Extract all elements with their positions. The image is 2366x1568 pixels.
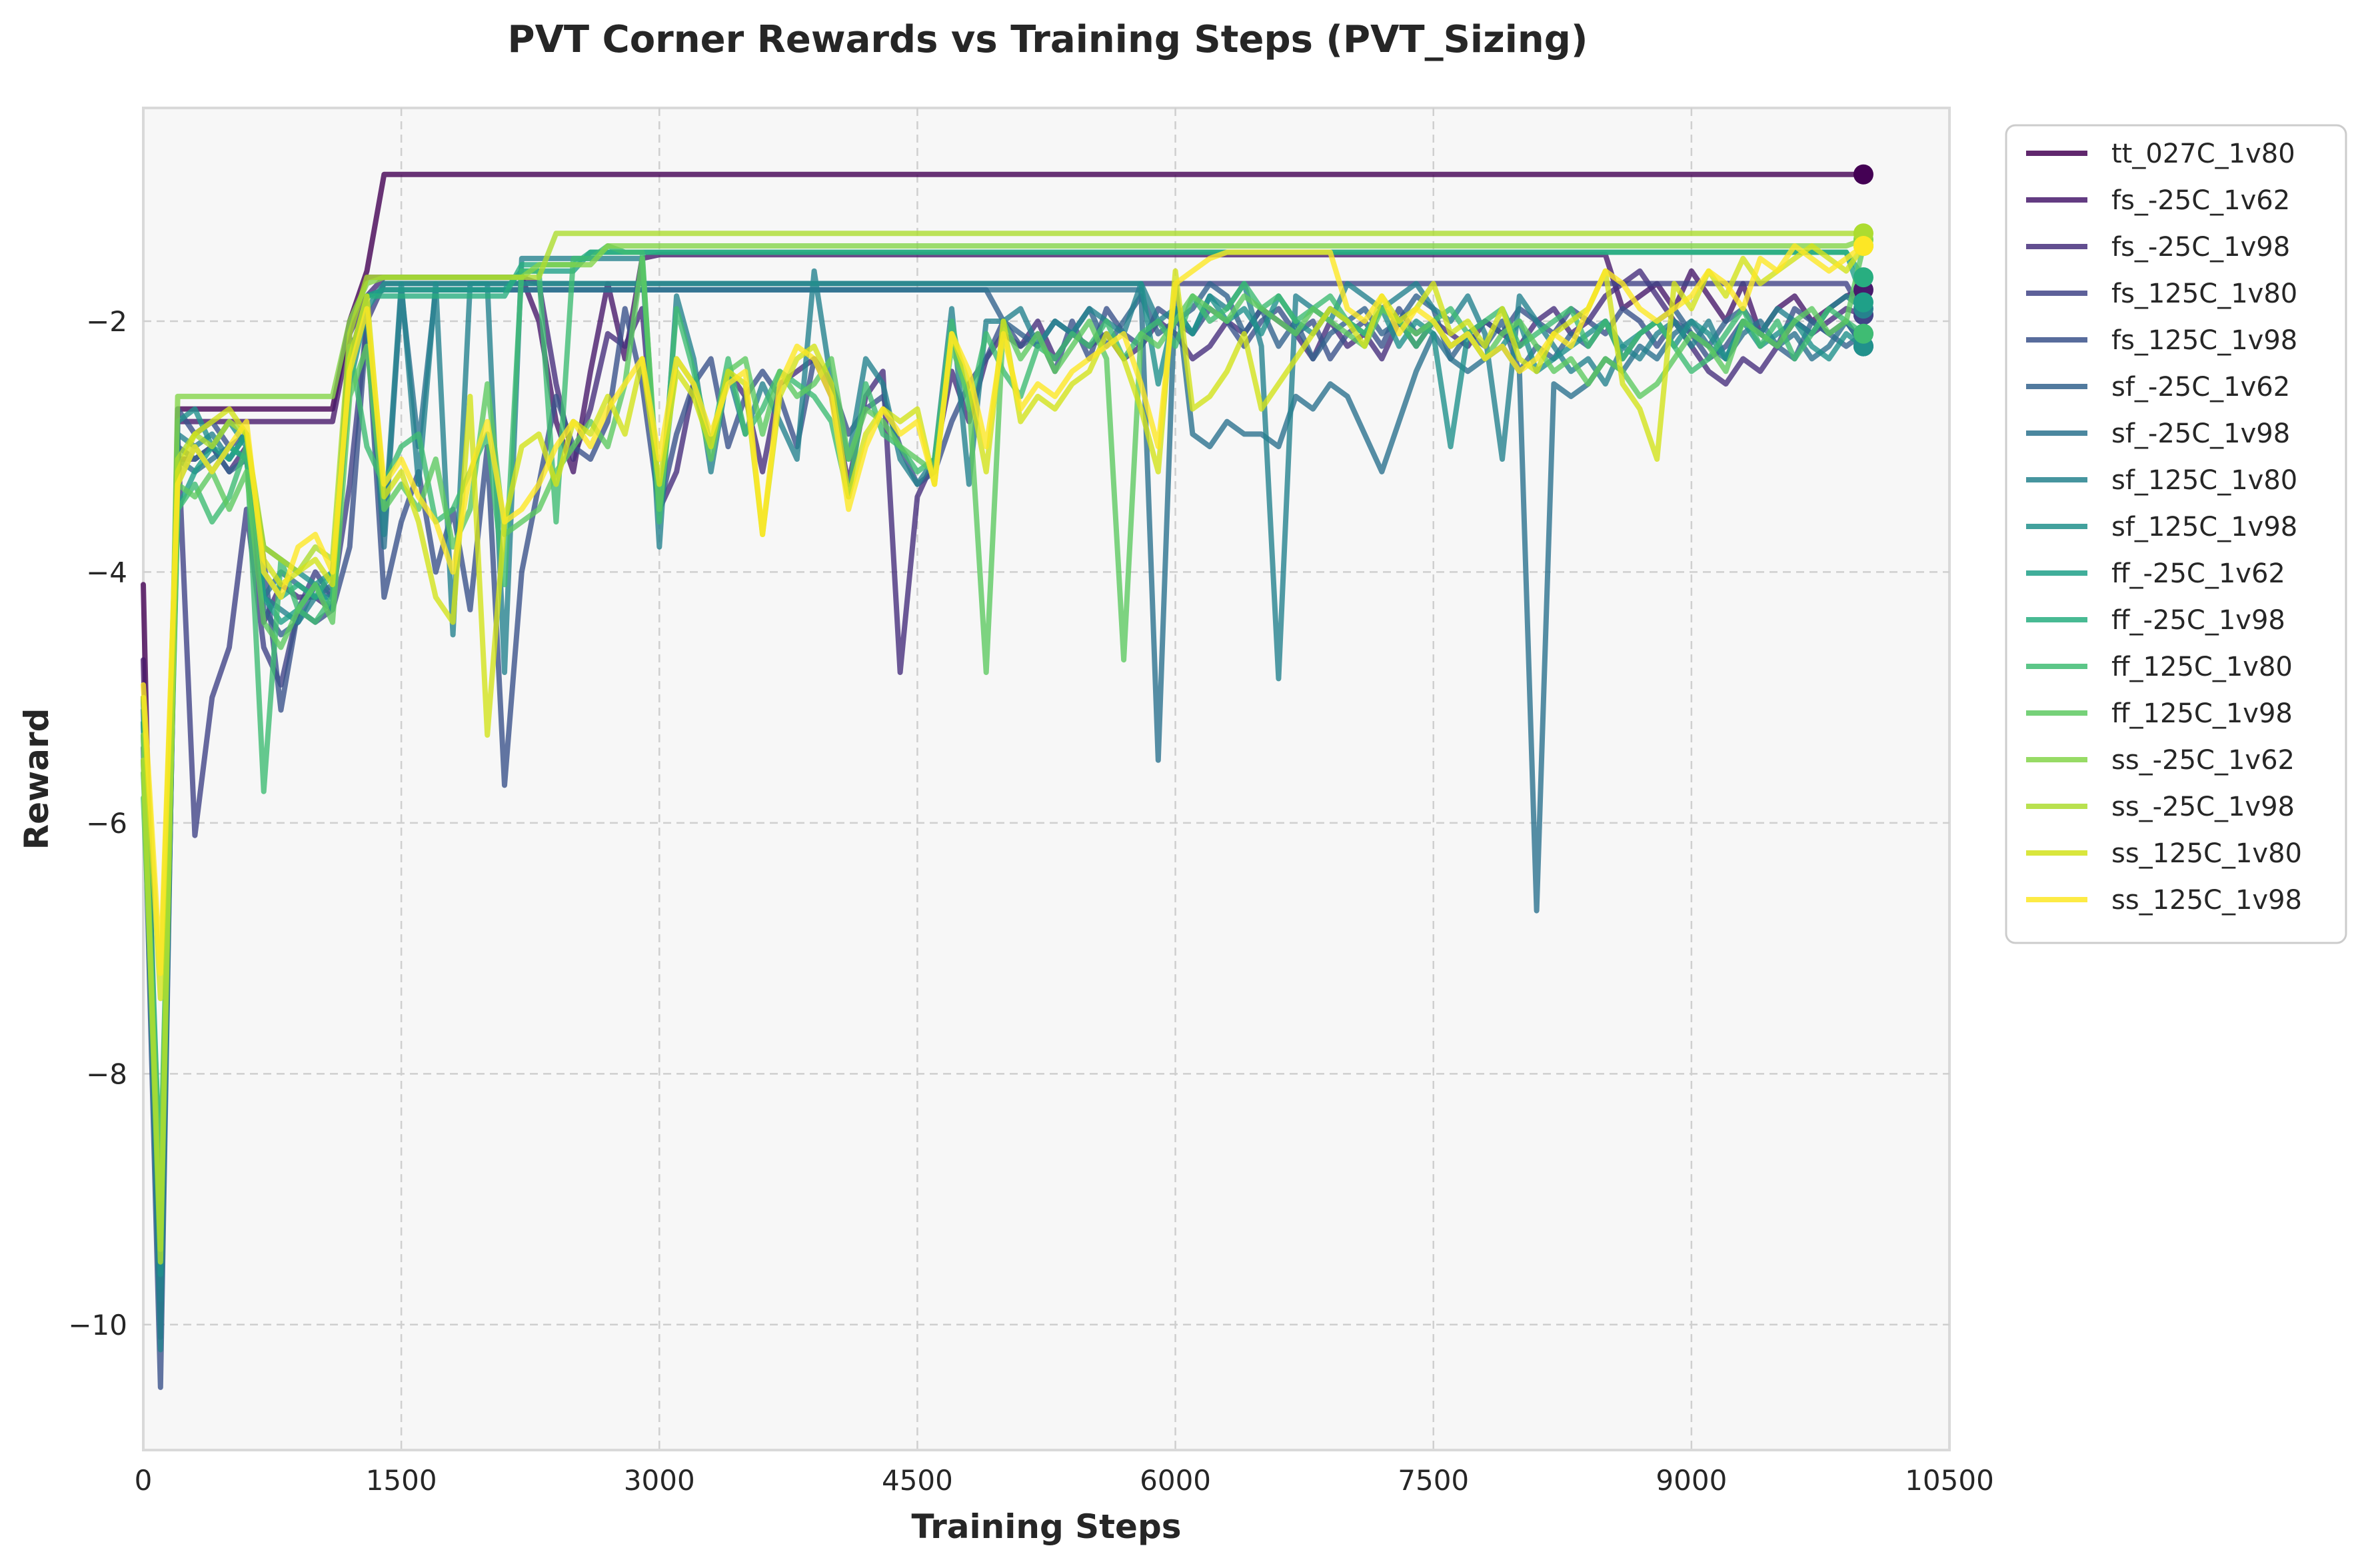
y-axis-label: Reward (17, 708, 56, 850)
endpoint-marker-tt_027C_1v80 (1853, 164, 1873, 185)
series-line-ss_125C_1v80 (141, 243, 1866, 1002)
x-tick-label: 4500 (882, 1464, 953, 1497)
legend-label: ff_125C_1v80 (2111, 652, 2293, 682)
series-line-tt_027C_1v80 (141, 171, 1866, 1340)
endpoint-marker-ss_125C_1v98 (1853, 236, 1873, 257)
x-tick-label: 10500 (1905, 1464, 1994, 1497)
series-line-ff_-25C_1v98 (141, 249, 1866, 1239)
legend-label: ss_-25C_1v98 (2111, 792, 2295, 822)
legend-label: ss_125C_1v80 (2111, 838, 2302, 869)
x-tick-label: 1500 (366, 1464, 437, 1497)
legend-label: sf_-25C_1v98 (2111, 418, 2290, 449)
legend-label: ff_-25C_1v98 (2111, 605, 2285, 636)
legend-label: fs_-25C_1v98 (2111, 232, 2290, 263)
legend-label: tt_027C_1v80 (2111, 139, 2295, 169)
x-axis-ticks: 0 1500 3000 4500 6000 7500 9000 10500 (135, 1464, 1994, 1497)
endpoint-marker-ff_125C_1v80 (1853, 323, 1873, 344)
legend-label: sf_125C_1v80 (2111, 465, 2297, 496)
x-tick-label: 3000 (624, 1464, 695, 1497)
legend-label: sf_-25C_1v62 (2111, 372, 2290, 402)
y-tick-label: −2 (86, 305, 127, 338)
chart-title: PVT Corner Rewards vs Training Steps (PV… (508, 18, 1588, 61)
endpoint-marker-ff_-25C_1v98 (1853, 267, 1873, 288)
series-lines (141, 171, 1866, 1390)
plot-area (142, 107, 1951, 1451)
legend-label: ff_-25C_1v62 (2111, 558, 2285, 589)
y-tick-label: −4 (86, 556, 127, 588)
y-tick-label: −8 (86, 1058, 127, 1090)
x-tick-label: 7500 (1398, 1464, 1469, 1497)
x-tick-label: 0 (135, 1464, 153, 1497)
legend-label: sf_125C_1v98 (2111, 512, 2297, 542)
x-axis-label: Training Steps (911, 1507, 1181, 1546)
series-endpoints (1853, 164, 1873, 357)
legend-label: fs_125C_1v80 (2111, 279, 2297, 309)
series-line-ss_-25C_1v98 (141, 231, 1866, 1265)
legend-label: fs_125C_1v98 (2111, 325, 2297, 356)
series-line-sf_125C_1v98 (141, 281, 1866, 1277)
series-line-ss_125C_1v98 (141, 243, 1866, 976)
legend-label: fs_-25C_1v62 (2111, 185, 2290, 216)
y-axis-ticks: −10 −8 −6 −4 −2 (68, 305, 127, 1341)
y-tick-label: −6 (86, 807, 127, 840)
legend-label: ss_125C_1v98 (2111, 885, 2302, 916)
endpoint-marker-ff_-25C_1v62 (1853, 292, 1873, 313)
legend-frame (2005, 124, 2347, 944)
x-tick-label: 9000 (1656, 1464, 1727, 1497)
grid (143, 108, 1949, 1450)
legend-label: ff_125C_1v98 (2111, 698, 2293, 729)
legend-label: ss_-25C_1v62 (2111, 745, 2295, 776)
legend: tt_027C_1v80 fs_-25C_1v62 fs_-25C_1v98 fs_1… (2005, 124, 2347, 944)
y-tick-label: −10 (68, 1309, 127, 1341)
x-tick-label: 6000 (1140, 1464, 1211, 1497)
